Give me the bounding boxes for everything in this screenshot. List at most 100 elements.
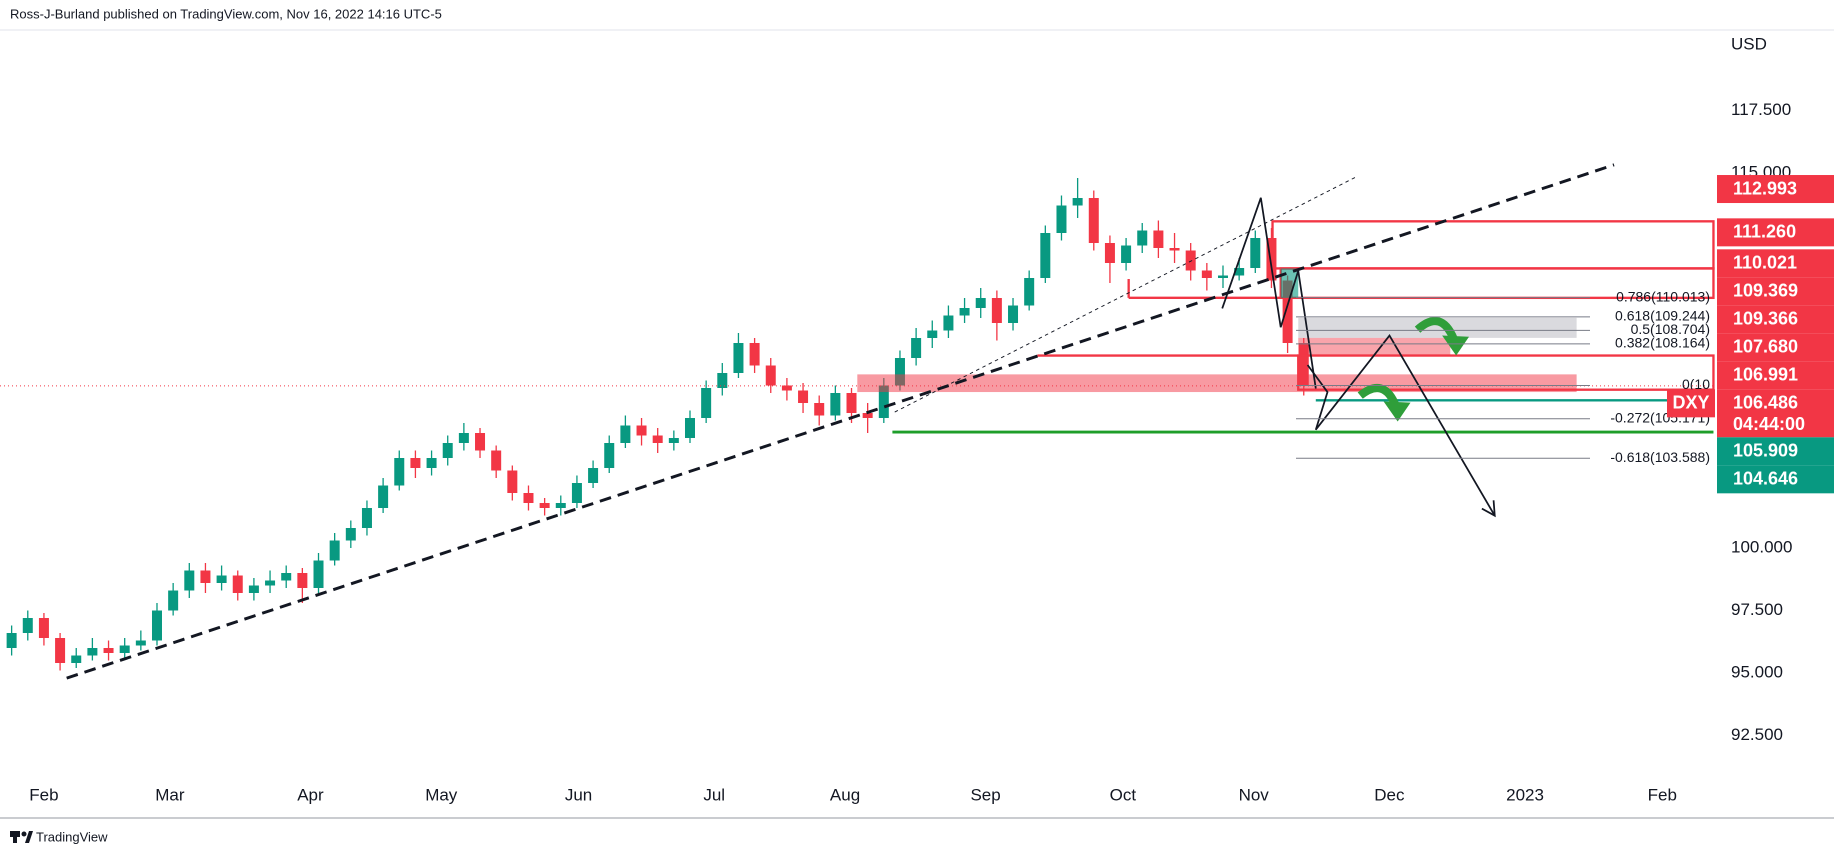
green-arrow: [1442, 335, 1470, 356]
candle-body: [1121, 245, 1132, 263]
candle-body: [749, 343, 760, 366]
candle-body: [539, 503, 550, 508]
candle-body: [442, 443, 453, 458]
candle-body: [184, 570, 195, 591]
candle-body: [814, 403, 825, 416]
candle-body: [846, 393, 857, 413]
candle-body: [571, 483, 582, 503]
candle-body: [798, 390, 809, 403]
logo-mark: [25, 831, 33, 843]
candle-body: [781, 385, 792, 391]
candle-body: [1298, 343, 1309, 386]
zone: [1298, 317, 1577, 338]
candle-body: [975, 298, 986, 308]
publish-info: Ross-J-Burland published on TradingView.…: [10, 6, 442, 21]
candle-body: [394, 458, 405, 486]
trendline: [66, 163, 1615, 680]
logo-mark: [13, 837, 17, 843]
price-label-box: [1717, 218, 1834, 247]
x-tick-label: Feb: [1648, 785, 1677, 804]
candle-body: [507, 470, 518, 493]
candle-body: [684, 418, 695, 438]
zone: [1298, 337, 1451, 356]
x-tick-label: Mar: [155, 785, 185, 804]
projection: [1221, 197, 1317, 389]
y-tick-label: 95.000: [1731, 662, 1783, 681]
candle-body: [555, 503, 566, 508]
x-tick-label: Feb: [29, 785, 58, 804]
price-label: 109.366: [1733, 309, 1798, 329]
candle-body: [1153, 230, 1164, 248]
projection: [1306, 333, 1496, 517]
candle-body: [232, 575, 243, 593]
candle-body: [200, 570, 211, 583]
candle-body: [491, 450, 502, 471]
fib-label: -0.618(103.588): [1610, 449, 1710, 465]
green-arrow: [1414, 316, 1458, 341]
candle-body: [297, 573, 308, 588]
candle-body: [361, 508, 372, 528]
candle-body: [1250, 238, 1261, 268]
candle-body: [1137, 230, 1148, 246]
candle-body: [1169, 248, 1180, 251]
candle-body: [765, 365, 776, 386]
x-tick-label: Aug: [830, 785, 860, 804]
x-tick-label: Jun: [565, 785, 592, 804]
trendline: [894, 176, 1357, 413]
candle-body: [1104, 243, 1115, 263]
price-label: 106.486: [1733, 393, 1798, 413]
candle-body: [878, 385, 889, 418]
y-tick-label: 92.500: [1731, 725, 1783, 744]
price-label: 104.646: [1733, 469, 1798, 489]
symbol-label: DXY: [1672, 393, 1709, 413]
candle-body: [523, 493, 534, 503]
green-arrow: [1357, 383, 1400, 407]
price-label-box: [1717, 305, 1834, 334]
green-arrow: [1383, 401, 1411, 422]
candle-body: [22, 618, 33, 633]
zone: [857, 374, 1577, 393]
candle-body: [943, 315, 954, 331]
zone: [1297, 354, 1715, 391]
fib-label: 0(10: [1682, 376, 1710, 392]
candle-body: [1040, 233, 1051, 278]
candle-body: [410, 458, 421, 468]
candle-body: [313, 560, 324, 588]
candle-body: [991, 298, 1002, 323]
x-tick-label: Nov: [1239, 785, 1270, 804]
candle-body: [119, 645, 130, 653]
candle-body: [248, 585, 259, 593]
candle-body: [71, 655, 82, 663]
fib-label: 0.786(110.013): [1616, 288, 1710, 304]
arrow-head: [1481, 500, 1496, 518]
candle-body: [1072, 198, 1083, 206]
zone: [1271, 220, 1715, 270]
currency-label: USD: [1731, 34, 1767, 53]
candle-body: [38, 618, 49, 638]
candle-body: [458, 433, 469, 443]
candle-body: [652, 435, 663, 443]
candle-body: [1201, 270, 1212, 278]
price-labels: 112.993 111.260 110.021 109.369 109.366 107.6…: [1667, 175, 1834, 494]
candle-body: [830, 393, 841, 416]
candle-body: [1234, 268, 1245, 276]
y-tick-label: 100.000: [1731, 537, 1792, 556]
candle-body: [959, 308, 970, 316]
price-label-box: [1717, 175, 1834, 204]
fib-label: 0.5(108.704): [1631, 321, 1710, 337]
candle-body: [1282, 280, 1293, 343]
price-label: 107.680: [1733, 337, 1798, 357]
candle-body: [87, 648, 98, 656]
price-label-box: [1717, 361, 1834, 390]
candle-body: [475, 433, 486, 451]
footer-brand: TradingView: [36, 829, 108, 844]
price-label-box: [1717, 249, 1834, 278]
price-label-box: [1717, 277, 1834, 306]
candle-body: [1185, 250, 1196, 271]
candle-body: [862, 413, 873, 418]
candle-body: [55, 638, 66, 663]
x-tick-label: Jul: [703, 785, 725, 804]
candle-body: [604, 443, 615, 468]
fib-label: 0.618(109.244): [1615, 308, 1710, 324]
